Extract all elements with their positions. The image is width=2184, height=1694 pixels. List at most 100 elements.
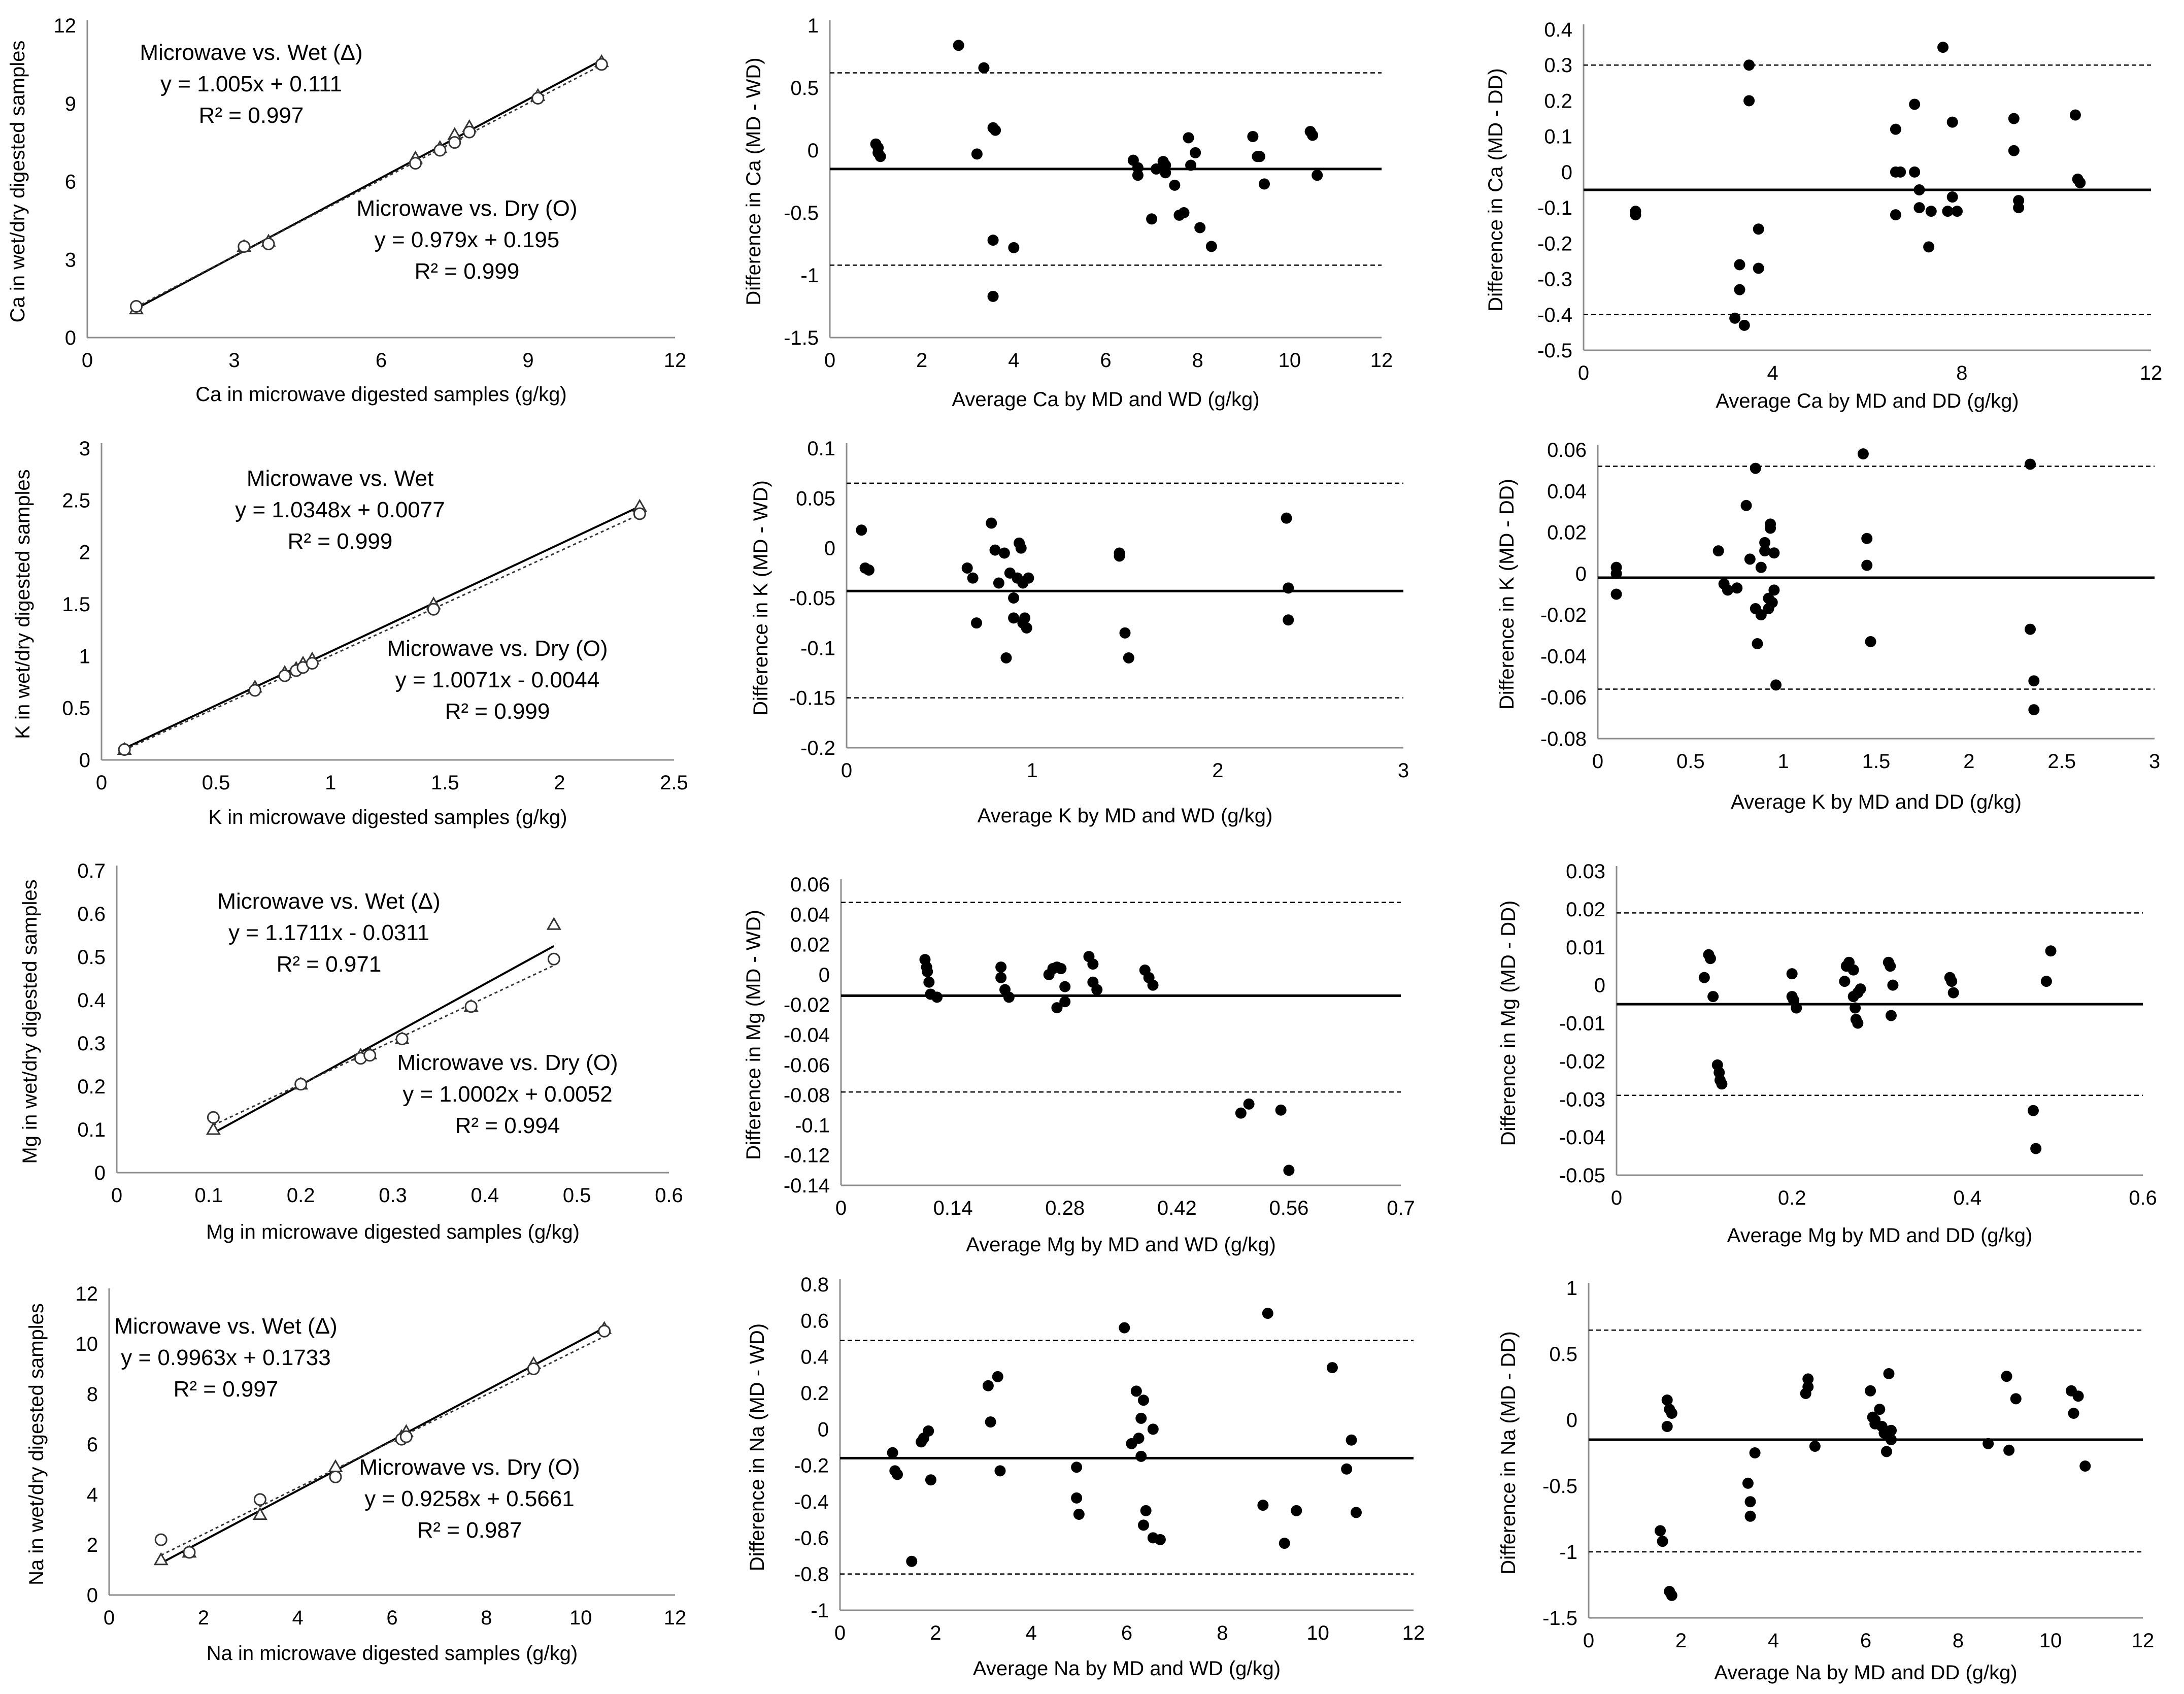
y-tick-label: 2 [79, 542, 90, 564]
x-tick-label: 1 [325, 772, 336, 794]
y-axis-label: Mg in wet/dry digested samples [19, 879, 41, 1164]
data-point [923, 1425, 934, 1437]
y-tick-label: -0.06 [1540, 687, 1587, 709]
data-point [1183, 132, 1194, 144]
y-tick-label: -1 [811, 1600, 829, 1622]
x-axis-label: Na in microwave digested samples (g/kg) [207, 1642, 578, 1665]
wet-point [252, 1507, 267, 1520]
data-point [1729, 312, 1741, 324]
data-point [1861, 533, 1873, 544]
data-point [1119, 627, 1131, 639]
data-point [1852, 1017, 1864, 1029]
y-tick-label: 0.3 [77, 1033, 106, 1055]
y-tick-label: -0.4 [794, 1491, 829, 1513]
data-point [2025, 458, 2036, 470]
data-point [1744, 553, 1756, 565]
data-point [2028, 704, 2040, 716]
data-point [1666, 1589, 1677, 1601]
data-point [1743, 59, 1755, 71]
data-point [1307, 129, 1319, 141]
data-point [967, 572, 979, 584]
data-point [1132, 162, 1144, 174]
data-point [1913, 202, 1925, 214]
y-tick-label: -0.03 [1559, 1088, 1605, 1111]
chart-na_scatter: 0 2 4 6 8 10 12 0 2 4 6 8 10 12 Na in microwave digest… [25, 1283, 686, 1665]
data-point [1666, 1408, 1677, 1419]
equation-label: Microwave vs. Dry (O) [356, 196, 577, 221]
wet-fit-line [124, 505, 641, 750]
x-tick-label: 1 [1027, 759, 1038, 782]
dry-point [409, 157, 422, 170]
y-tick-label: 0.06 [1547, 439, 1587, 461]
data-point [1759, 537, 1771, 548]
y-tick-label: 0 [818, 1418, 829, 1441]
y-tick-label: 0.1 [77, 1119, 106, 1141]
data-point [985, 1416, 996, 1428]
data-point [993, 577, 1004, 589]
data-point [1123, 652, 1134, 663]
data-point [1946, 191, 1958, 203]
y-tick-label: -0.12 [784, 1145, 830, 1167]
data-point [1885, 1010, 1897, 1021]
data-point [1019, 612, 1031, 624]
data-point [1722, 584, 1733, 596]
x-tick-label: 12 [664, 349, 687, 372]
equation-label: Microwave vs. Wet (Δ) [114, 1314, 337, 1339]
equation-label: y = 0.979x + 0.195 [375, 227, 560, 252]
x-tick-label: 3 [1398, 759, 1409, 782]
data-point [1750, 462, 1761, 474]
x-tick-label: 4 [1767, 362, 1778, 384]
y-tick-label: -0.5 [784, 202, 819, 224]
data-point [2069, 109, 2081, 121]
data-point [1087, 958, 1099, 970]
x-tick-label: 0.5 [202, 772, 230, 794]
data-point [1857, 448, 1869, 460]
y-tick-label: 12 [54, 15, 77, 37]
dry-point [278, 669, 291, 682]
x-tick-label: 2 [554, 772, 565, 794]
equation-label: Microwave vs. Dry (O) [397, 1050, 618, 1075]
dry-point [154, 1533, 167, 1546]
y-axis-label: Difference in K (MD - WD) [750, 480, 772, 716]
data-point [1291, 1505, 1302, 1516]
data-point [1753, 223, 1764, 235]
y-tick-label: 0 [1566, 1409, 1577, 1432]
x-tick-label: 6 [1121, 1622, 1132, 1644]
y-axis-label: K in wet/dry digested samples [12, 469, 34, 739]
chart-k_scatter: 0 0.5 1 1.5 2 2.5 0 0.5 1 1.5 2 2.5 3 K in microwave … [12, 438, 688, 828]
x-tick-label: 1.5 [431, 772, 459, 794]
x-tick-label: 0.42 [1157, 1197, 1197, 1219]
equation-label: Microwave vs. Wet [247, 466, 433, 491]
y-tick-label: 0.1 [807, 438, 835, 460]
x-tick-label: 4 [292, 1607, 304, 1629]
y-tick-label: -0.4 [1537, 304, 1572, 326]
x-tick-label: 12 [1370, 349, 1393, 372]
data-point [1346, 1434, 1357, 1446]
data-point [1160, 159, 1171, 171]
y-tick-label: -1 [800, 264, 819, 287]
data-point [1657, 1536, 1668, 1547]
equation-label: y = 0.9258x + 0.5661 [364, 1486, 574, 1511]
x-tick-label: 0 [824, 349, 835, 372]
equation-label: R² = 0.999 [415, 259, 520, 284]
data-point [953, 40, 964, 51]
y-tick-label: 0.5 [1549, 1343, 1577, 1366]
data-point [1704, 953, 1716, 965]
dry-point [547, 952, 560, 966]
data-point [1254, 151, 1265, 162]
data-point [925, 1474, 936, 1486]
data-point [1946, 116, 1958, 128]
data-point [1937, 42, 1949, 53]
y-tick-label: -0.2 [1537, 232, 1572, 255]
y-axis-label: Ca in wet/dry digested samples [7, 41, 29, 323]
equation-label: y = 1.005x + 0.111 [160, 72, 342, 96]
chart-na_ba_dd: 0 2 4 6 8 10 12 -1.5 -1 -0.5 0 0.5 1 Average Na by MD… [1497, 1277, 2154, 1684]
x-tick-label: 0.4 [471, 1184, 499, 1207]
data-point [1887, 979, 1899, 991]
data-point [1008, 242, 1020, 253]
data-point [856, 524, 867, 536]
data-point [1073, 1508, 1085, 1520]
data-point [1865, 1385, 1876, 1397]
y-tick-label: 0.01 [1566, 937, 1605, 959]
data-point [1055, 963, 1067, 975]
